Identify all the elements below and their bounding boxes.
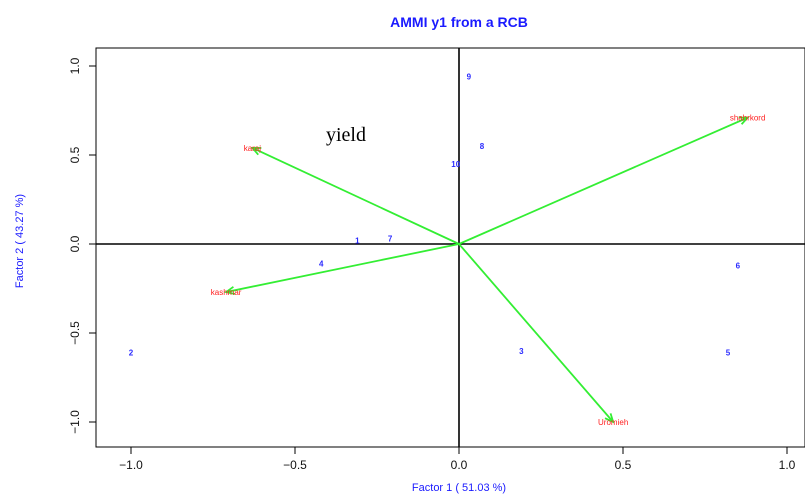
y-tick-label: 0.0: [68, 235, 82, 252]
x-axis: −1.0 −0.5 0.0 0.5 1.0: [119, 446, 796, 472]
arrowhead-uromieh: [604, 413, 615, 424]
genotype-label: 10: [451, 160, 460, 169]
environment-labels: karaj shahrkord kashmar Uromieh: [211, 114, 766, 427]
environment-label: karaj: [244, 144, 262, 153]
genotype-label: 5: [726, 349, 731, 358]
plot-frame: [95, 47, 805, 448]
vector-karaj: [251, 147, 460, 245]
vector-kashmar: [225, 243, 460, 293]
x-tick-label: 0.0: [451, 458, 468, 472]
chart-title: AMMI y1 from a RCB: [390, 14, 528, 30]
vector-uromieh: [458, 243, 614, 423]
y-tick-label: −1.0: [68, 410, 82, 434]
y-axis-title: Factor 2 ( 43.27 %): [14, 194, 26, 288]
x-tick-label: 1.0: [779, 458, 796, 472]
arrowhead-karaj: [250, 146, 262, 156]
environment-label: kashmar: [211, 288, 242, 297]
genotype-label: 6: [736, 261, 741, 270]
environment-label: shahrkord: [730, 114, 766, 123]
trait-annotation: yield: [326, 124, 366, 146]
genotype-labels: 1 2 3 4 5 6 7 8 9 10: [129, 73, 741, 358]
x-axis-title: Factor 1 ( 51.03 %): [412, 482, 506, 494]
genotype-label: 9: [467, 73, 472, 82]
vector-shahrkord: [458, 116, 749, 245]
genotype-label: 3: [519, 347, 524, 356]
genotype-label: 1: [355, 236, 360, 245]
environment-label: Uromieh: [598, 418, 628, 427]
y-tick-label: 1.0: [68, 57, 82, 74]
y-axis: −1.0 −0.5 0.0 0.5 1.0: [68, 57, 97, 434]
y-tick-label: 0.5: [68, 146, 82, 163]
genotype-label: 8: [480, 142, 485, 151]
y-tick-label: −0.5: [68, 321, 82, 345]
x-tick-label: 0.5: [615, 458, 632, 472]
genotype-label: 2: [129, 349, 134, 358]
genotype-label: 7: [388, 235, 393, 244]
x-tick-label: −0.5: [283, 458, 307, 472]
arrowhead-shahrkord: [738, 116, 750, 125]
genotype-label: 4: [319, 260, 324, 269]
x-tick-label: −1.0: [119, 458, 143, 472]
arrowhead-kashmar: [223, 286, 236, 295]
environment-vectors: [223, 116, 750, 424]
